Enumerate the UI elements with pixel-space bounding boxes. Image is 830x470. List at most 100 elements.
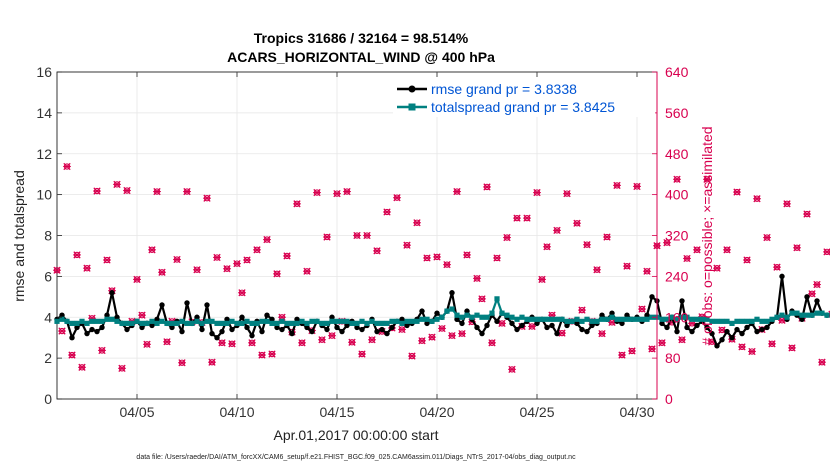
totalspread-point — [529, 316, 535, 322]
obs-assimilated-point — [523, 214, 531, 222]
rmse-point — [214, 334, 220, 341]
totalspread-point — [759, 318, 765, 324]
obs-assimilated-point — [353, 231, 361, 240]
totalspread-point — [494, 296, 500, 302]
totalspread-point — [199, 320, 205, 326]
obs-assimilated-point — [103, 256, 111, 264]
totalspread-point — [234, 320, 240, 326]
obs-assimilated-point — [213, 253, 221, 262]
rmse-point — [259, 328, 265, 335]
totalspread-point — [554, 316, 560, 322]
totalspread-point — [804, 312, 810, 318]
totalspread-point — [629, 316, 635, 322]
rmse-point — [219, 328, 225, 335]
rmse-point — [339, 328, 345, 335]
obs-assimilated-point — [68, 351, 76, 359]
totalspread-point — [439, 314, 445, 320]
totalspread-point — [544, 316, 550, 322]
rmse-point — [779, 273, 785, 280]
rmse-point — [329, 314, 335, 320]
obs-assimilated-point — [293, 200, 301, 208]
totalspread-point — [459, 314, 465, 320]
obs-assimilated-point — [573, 219, 581, 227]
totalspread-point — [274, 320, 280, 326]
rmse-point — [549, 322, 555, 329]
obs-assimilated-point — [383, 208, 391, 216]
totalspread-point — [774, 314, 780, 320]
rmse-point — [59, 312, 65, 318]
rmse-point — [599, 312, 605, 318]
y-tick-label: 14 — [36, 105, 52, 121]
rmse-point — [679, 298, 685, 304]
rmse-point — [139, 324, 145, 331]
totalspread-point — [79, 318, 85, 324]
obs-assimilated-point — [138, 311, 146, 319]
obs-assimilated-point — [503, 233, 511, 242]
obs-assimilated-point — [818, 358, 826, 366]
obs-assimilated-point — [153, 187, 161, 196]
obs-assimilated-point — [638, 305, 646, 313]
x-axis-label: Apr.01,2017 00:00:00 start — [273, 427, 438, 443]
totalspread-point — [329, 318, 335, 324]
obs-assimilated-point — [718, 326, 726, 334]
totalspread-point — [59, 316, 65, 322]
rmse-point — [434, 310, 440, 316]
rmse-point — [714, 343, 720, 349]
y-axis-left-label: rmse and totalspread — [11, 170, 27, 302]
totalspread-point — [269, 320, 275, 326]
totalspread-point — [164, 320, 170, 326]
totalspread-point — [134, 318, 140, 324]
totalspread-point — [614, 316, 620, 322]
totalspread-point — [149, 318, 155, 324]
totalspread-point — [389, 318, 395, 324]
totalspread-point — [669, 314, 675, 320]
totalspread-point — [209, 318, 215, 324]
obs-assimilated-point — [233, 259, 241, 268]
obs-assimilated-point — [58, 327, 66, 335]
totalspread-point — [409, 318, 415, 324]
obs-assimilated-point — [268, 350, 276, 358]
rmse-point — [689, 328, 695, 335]
obs-assimilated-point — [593, 266, 601, 274]
totalspread-point — [364, 320, 370, 326]
obs-assimilated-point — [553, 226, 561, 235]
totalspread-point — [429, 318, 435, 324]
totalspread-point — [104, 316, 110, 322]
totalspread-point — [664, 316, 670, 322]
line-series — [54, 273, 830, 349]
totalspread-point — [534, 316, 540, 322]
totalspread-point — [54, 318, 60, 324]
obs-assimilated-point — [63, 162, 71, 171]
totalspread-point — [609, 314, 615, 320]
totalspread-point — [394, 318, 400, 324]
obs-assimilated-point — [678, 336, 686, 344]
totalspread-point — [489, 310, 495, 316]
obs-assimilated-point — [803, 210, 811, 218]
rmse-point — [179, 328, 185, 335]
legend-box — [393, 77, 655, 117]
totalspread-point — [584, 316, 590, 322]
obs-assimilated-point — [258, 351, 266, 359]
obs-assimilated-point — [808, 290, 816, 298]
obs-assimilated-point — [433, 253, 441, 261]
obs-assimilated-point — [398, 325, 406, 334]
rmse-point — [294, 316, 300, 322]
totalspread-point — [339, 318, 345, 324]
rmse-point — [814, 298, 820, 304]
rmse-point — [609, 310, 615, 316]
obs-assimilated-point — [228, 340, 236, 348]
obs-assimilated-point — [533, 188, 541, 197]
obs-assimilated-point — [768, 340, 776, 348]
obs-assimilated-point — [238, 289, 246, 297]
rmse-point — [224, 316, 230, 322]
totalspread-point — [179, 318, 185, 324]
rmse-point — [109, 290, 115, 296]
totalspread-point — [84, 320, 90, 326]
rmse-point — [459, 320, 465, 327]
totalspread-point — [674, 316, 680, 322]
totalspread-point — [69, 320, 75, 326]
obs-assimilated-point — [223, 265, 231, 273]
totalspread-point — [124, 320, 130, 326]
totalspread-point — [564, 318, 570, 324]
totalspread-point — [484, 314, 490, 320]
